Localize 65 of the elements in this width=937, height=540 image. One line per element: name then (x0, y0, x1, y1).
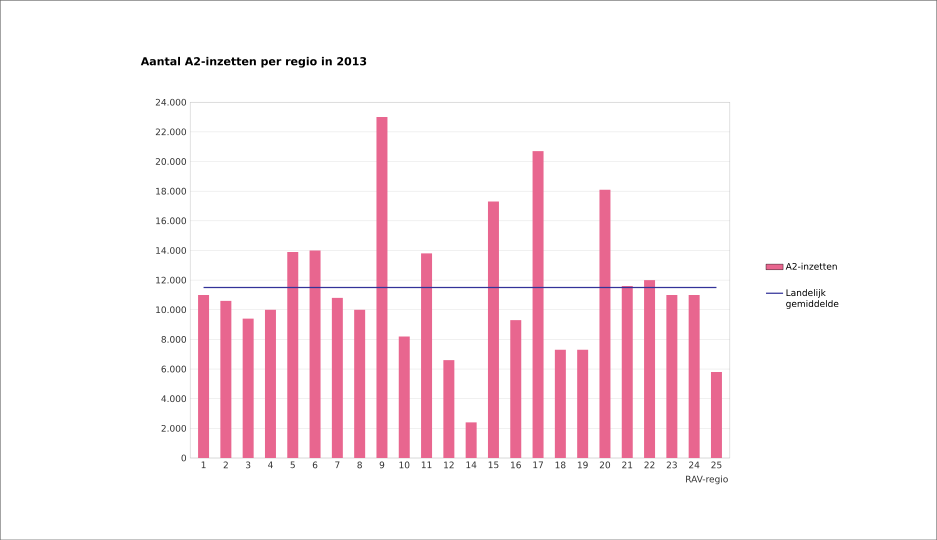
legend-label: A2-inzetten (786, 262, 837, 270)
x-tick-label: 2 (224, 461, 228, 468)
x-tick-label: 6 (312, 461, 318, 468)
x-axis-title: RAV-regio (686, 475, 728, 484)
bar (443, 360, 454, 458)
bar (577, 350, 588, 458)
y-tick-label: 14.000 (156, 246, 186, 254)
x-tick-label: 8 (357, 461, 362, 468)
bar (264, 310, 276, 458)
x-tick-label: 12 (444, 461, 454, 468)
x-tick-label: 25 (711, 461, 722, 468)
bar (310, 250, 321, 458)
bar (354, 310, 366, 458)
y-tick-label: 8.000 (162, 336, 186, 343)
y-tick-label: 0 (182, 454, 186, 462)
y-tick-label: 24.000 (156, 98, 186, 106)
bar (398, 336, 410, 458)
x-tick-label: 22 (644, 461, 654, 468)
x-tick-label: 4 (268, 461, 273, 468)
x-tick-label: 18 (556, 461, 566, 468)
bar (488, 201, 499, 458)
chart-title: Aantal A2-inzetten per regio in 2013 (140, 56, 366, 68)
bar (644, 280, 656, 458)
x-tick-label: 16 (511, 461, 521, 468)
bar (421, 253, 432, 458)
x-tick-label: 14 (466, 461, 476, 468)
bar (287, 252, 298, 458)
x-tick-label: 15 (488, 461, 498, 468)
x-tick-label: 10 (400, 461, 410, 468)
bar (220, 300, 232, 458)
bar (242, 318, 254, 458)
legend-label: Landelijk gemiddelde (786, 288, 838, 309)
x-tick-label: 19 (578, 461, 588, 468)
x-tick-label: 20 (600, 461, 610, 468)
bar (622, 286, 633, 458)
y-tick-label: 12.000 (156, 276, 186, 284)
y-tick-label: 18.000 (156, 188, 186, 194)
bar (466, 422, 477, 458)
x-tick-label: 9 (380, 461, 384, 468)
y-tick-label: 20.000 (156, 158, 186, 165)
bar (554, 350, 566, 458)
y-tick-label: 2.000 (162, 424, 186, 432)
bar (666, 294, 678, 458)
x-tick-label: 3 (246, 461, 250, 468)
x-tick-label: 7 (335, 461, 340, 468)
bar (376, 116, 388, 458)
y-tick-label: 16.000 (156, 217, 186, 224)
x-tick-label: 17 (533, 461, 544, 468)
x-tick-label: 21 (622, 461, 632, 468)
bar (510, 320, 522, 458)
bar (198, 294, 210, 458)
y-tick-label: 22.000 (156, 128, 186, 136)
y-tick-label: 10.000 (156, 306, 186, 314)
x-tick-label: 23 (666, 461, 677, 468)
x-tick-label: 11 (422, 461, 432, 468)
y-tick-label: 6.000 (162, 366, 186, 372)
x-tick-label: 24 (689, 461, 700, 468)
x-tick-label: 5 (290, 461, 295, 468)
y-tick-label: 4.000 (161, 395, 186, 402)
bar (688, 294, 700, 458)
bar (332, 298, 343, 458)
bar (710, 372, 722, 458)
bar (532, 151, 544, 458)
x-tick-label: 1 (202, 461, 206, 468)
bar (599, 190, 610, 458)
